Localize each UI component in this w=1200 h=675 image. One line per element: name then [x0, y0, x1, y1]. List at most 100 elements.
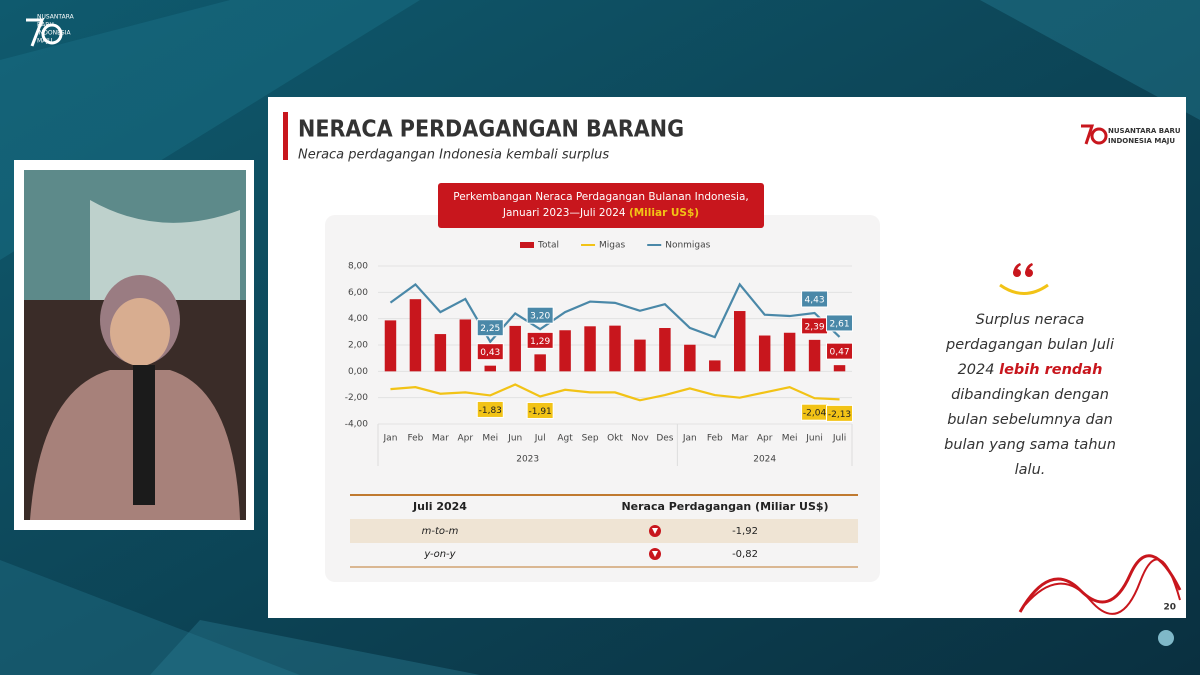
bg-shape — [800, 0, 1200, 120]
x-tick-label: Mei — [782, 434, 798, 444]
x-tick-label: Nov — [631, 434, 649, 444]
value-label: -2,04 — [803, 409, 827, 419]
quote-text: dibandingkan dengan bulan sebelumnya dan… — [944, 387, 1116, 478]
slide-logo-mark — [1081, 124, 1108, 145]
bg-shape — [150, 620, 480, 675]
bar — [609, 325, 621, 372]
quote-mark — [1013, 263, 1033, 277]
y-tick-label: 4,00 — [348, 314, 368, 324]
legend-label: Nonmigas — [665, 241, 710, 251]
x-tick-label: Jan — [383, 434, 398, 444]
value-label: 4,43 — [805, 296, 825, 306]
chart-card — [325, 215, 880, 582]
table-header: Neraca Perdagangan (Miliar US$) — [621, 500, 828, 513]
y-tick-label: 8,00 — [348, 262, 368, 272]
value-label-box — [526, 331, 554, 349]
y-tick-label: 0,00 — [348, 367, 368, 377]
value-label-box — [526, 306, 554, 324]
title-accent — [283, 112, 288, 160]
table-cell: -1,92 — [732, 526, 758, 537]
bar — [534, 354, 546, 372]
value-label: 0,47 — [830, 348, 850, 358]
quote-smile — [999, 283, 1049, 295]
line — [389, 282, 841, 344]
x-tick-label: Okt — [607, 434, 623, 444]
x-tick-label: Feb — [707, 434, 723, 444]
bar — [459, 319, 472, 372]
value-label: 2,39 — [805, 322, 825, 332]
overlay-logo-mark — [26, 18, 63, 47]
bar — [584, 326, 596, 372]
y-tick-label: -4,00 — [345, 420, 369, 430]
chart-title-unit: (Miliar US$) — [629, 207, 699, 219]
x-tick-label: Mei — [482, 434, 498, 444]
x-tick-label: Mar — [432, 434, 449, 444]
table-cell: -0,82 — [732, 549, 758, 560]
bar — [509, 325, 521, 372]
bar — [808, 339, 821, 372]
line — [390, 383, 840, 402]
bar — [559, 330, 571, 372]
bar — [434, 334, 447, 372]
value-label-box — [476, 319, 504, 337]
bar — [733, 311, 746, 372]
slide-subtitle: Neraca perdagangan Indonesia kembali sur… — [298, 148, 609, 163]
bar — [634, 339, 646, 372]
overlay-logo-text: BARU — [37, 22, 54, 29]
x-tick-label: Jun — [507, 434, 522, 444]
legend-swatch — [520, 242, 534, 248]
value-label: -1,91 — [529, 407, 552, 417]
value-label-box — [826, 342, 854, 360]
value-label: 1,29 — [530, 337, 550, 347]
slide-logo-text: NUSANTARA BARU — [1108, 127, 1181, 135]
x-tick-label: Jan — [682, 434, 697, 444]
y-tick-label: 6,00 — [348, 288, 368, 298]
bg-shape — [0, 560, 300, 675]
value-label: 2,61 — [830, 319, 850, 329]
x-tick-label: Juni — [805, 434, 823, 444]
bar — [783, 332, 796, 372]
bar — [758, 335, 771, 372]
table-cell: y-on-y — [423, 549, 456, 560]
quote-text: Surplus neraca perdagangan bulan Juli 20… — [946, 312, 1114, 378]
legend-label: Total — [537, 241, 559, 251]
x-tick-label: Feb — [407, 434, 423, 444]
quote: Surplus neraca perdagangan bulan Juli 20… — [930, 308, 1130, 483]
down-icon — [649, 548, 661, 560]
table-cell: m-to-m — [422, 526, 459, 537]
value-label-box — [801, 290, 829, 308]
down-icon — [649, 525, 661, 537]
x-tick-label: Des — [656, 434, 673, 444]
chart-title-line: Januari 2023—Juli 2024 — [502, 207, 626, 219]
overlay-logo-text: INDONESIA — [37, 30, 71, 37]
x-tick-label: Sep — [582, 434, 599, 444]
bar — [409, 299, 422, 372]
x-group-label: 2024 — [753, 455, 776, 465]
page-number: 20 — [1163, 603, 1176, 613]
value-label-box — [826, 404, 854, 422]
slide-ornament — [1018, 554, 1182, 613]
chart-title: Januari 2023—Juli 2024 (Miliar US$) — [502, 207, 699, 219]
table-row-band — [350, 519, 858, 543]
x-tick-label: Agt — [557, 434, 573, 444]
chart-title-box — [438, 183, 764, 228]
x-tick-label: Apr — [458, 434, 474, 444]
bar — [484, 365, 497, 372]
chart-title: Perkembangan Neraca Perdagangan Bulanan … — [453, 191, 749, 203]
bar — [684, 344, 696, 372]
value-label-box — [526, 401, 554, 419]
slide-title: NERACA PERDAGANGAN BARANG — [298, 117, 684, 143]
webcam-person — [110, 298, 170, 366]
bar — [659, 328, 671, 372]
x-tick-label: Apr — [757, 434, 773, 444]
table-header: Juli 2024 — [412, 500, 467, 513]
value-label: 2,25 — [480, 324, 500, 334]
chart: -4,00 -2,00 0,00 2,00 4,00 6,00 8,00 Jan Feb Mar A… — [345, 241, 854, 466]
value-label: -2,13 — [828, 410, 851, 420]
bar — [384, 320, 397, 372]
y-tick-label: 2,00 — [348, 341, 368, 351]
quote-emphasis: lebih rendah — [999, 362, 1103, 378]
x-group-label: 2023 — [516, 455, 539, 465]
legend-label: Migas — [599, 241, 625, 251]
